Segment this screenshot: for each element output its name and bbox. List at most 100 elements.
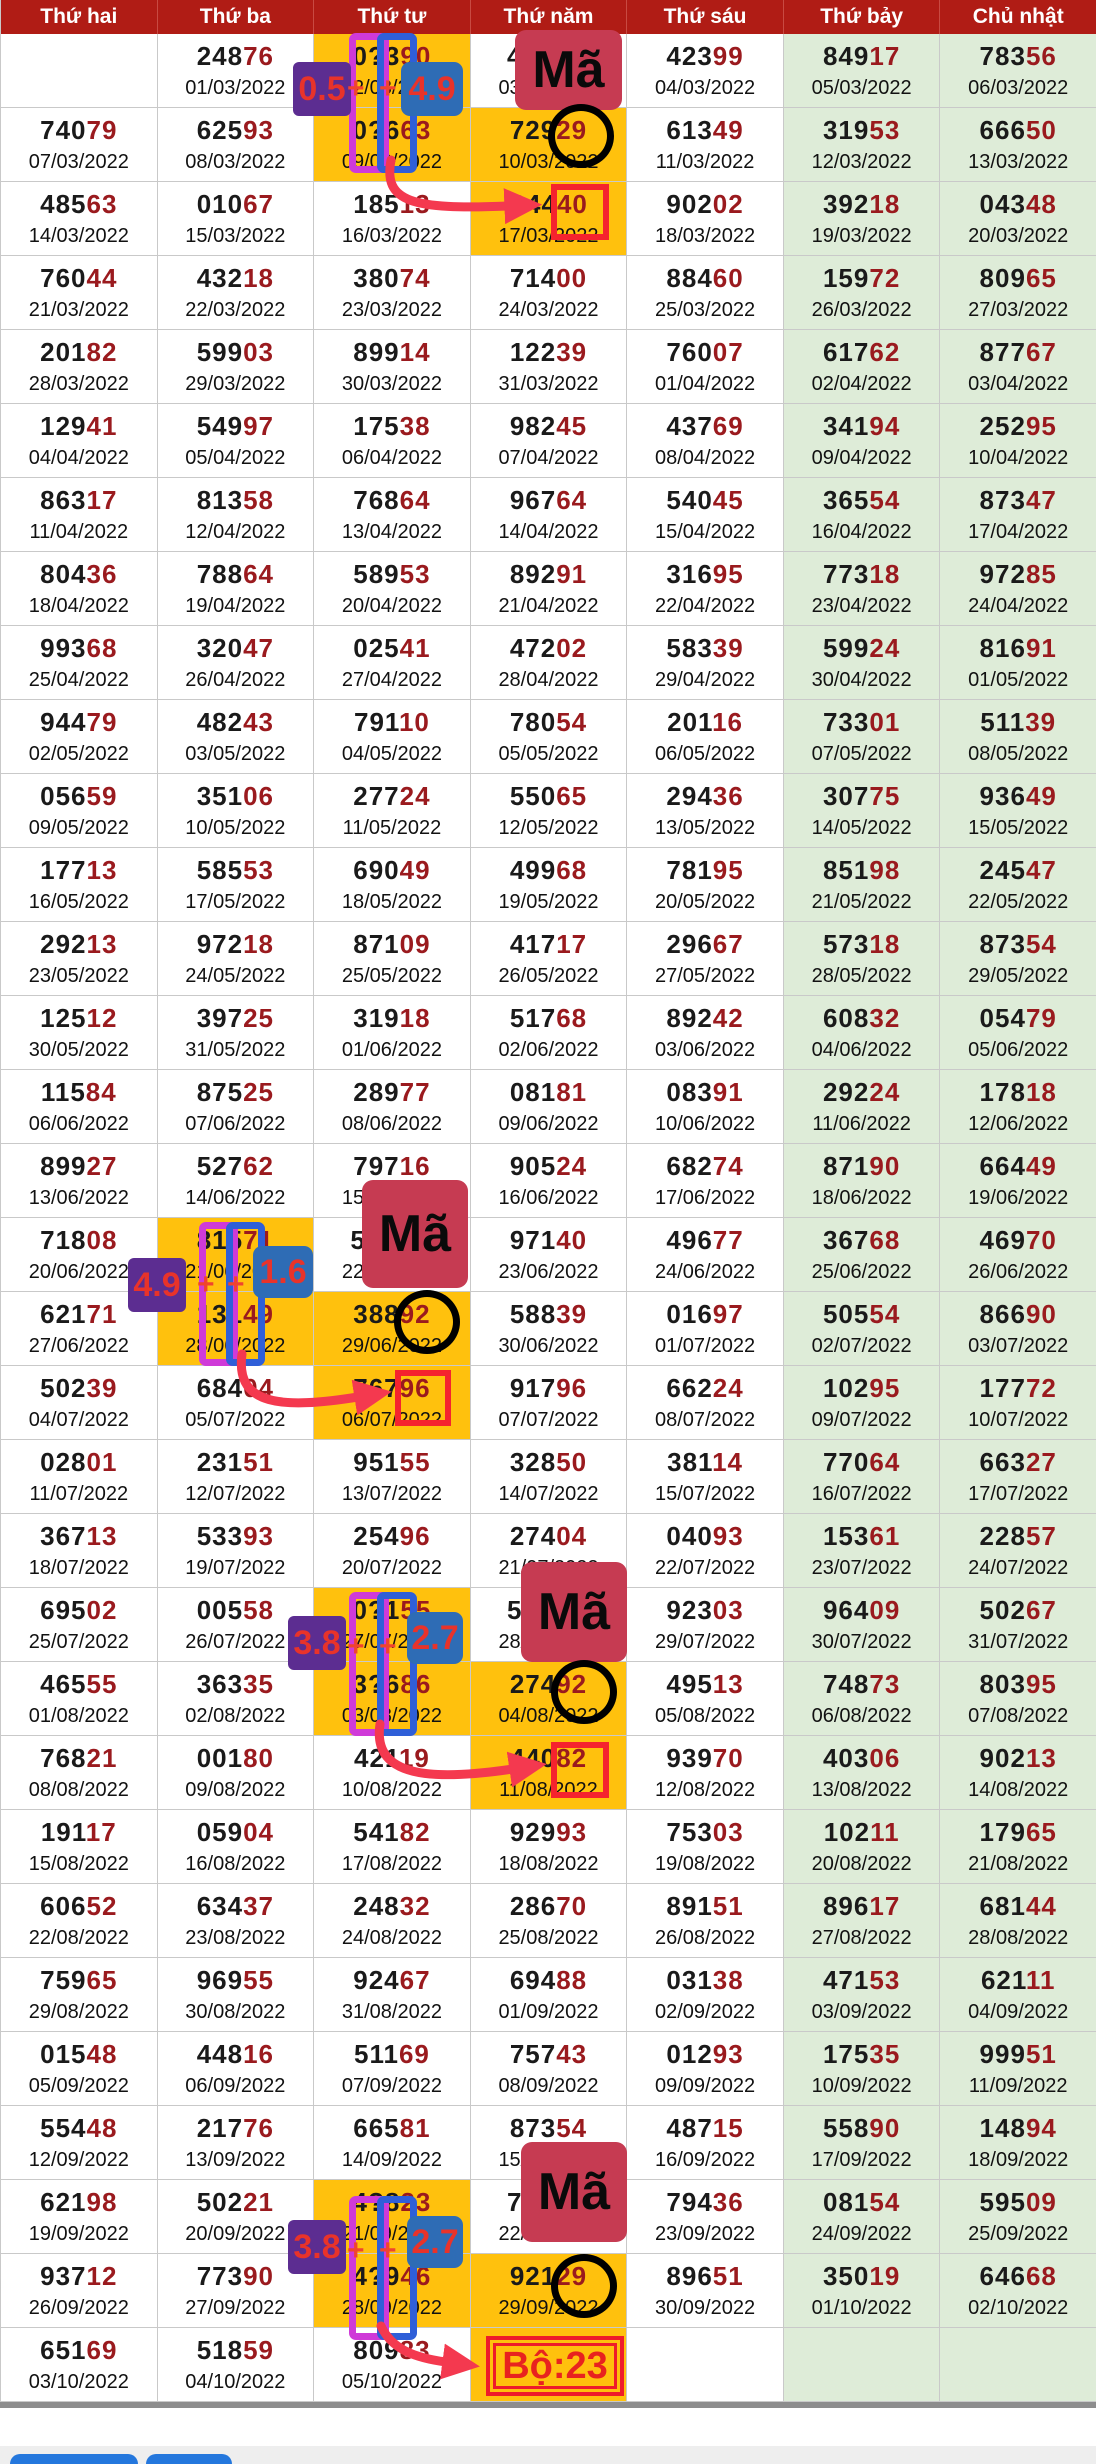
result-date: 07/05/2022 [811,743,912,766]
result-cell: 78864 19/04/2022 [157,552,315,626]
result-cell: 34194 09/04/2022 [783,404,941,478]
result-date: 09/08/2022 [185,1779,286,1802]
result-date: 09/07/2022 [811,1409,912,1432]
result-date: 01/10/2022 [811,2297,912,2320]
result-cell: 51768 02/06/2022 [470,996,628,1070]
result-date: 23/05/2022 [28,965,129,988]
result-number: 66650 [979,115,1057,145]
result-cell: ?4440 17/03/2022 [470,182,628,256]
result-date: 19/06/2022 [968,1187,1069,1210]
result-date: 14/08/2022 [968,1779,1069,1802]
result-date: 08/03/2022 [185,151,286,174]
result-number: 05479 [979,1003,1057,1033]
result-number: 88460 [666,263,744,293]
result-date: 06/03/2022 [968,77,1069,100]
result-date: 21/07/2022 [498,1557,599,1580]
result-date: 02/04/2022 [811,373,912,396]
result-cell: 78054 05/05/2022 [470,700,628,774]
result-number: 99951 [979,2039,1057,2069]
result-cell: 87767 03/04/2022 [940,330,1096,404]
result-cell: 24832 24/08/2022 [314,1884,471,1958]
result-number: 76796 [353,1373,431,1403]
result-date: 26/03/2022 [811,299,912,322]
result-cell: 01697 01/07/2022 [627,1292,784,1366]
result-cell: 60832 04/06/2022 [783,996,941,1070]
result-date: 17/08/2022 [341,1853,442,1876]
result-date: 14/09/2022 [341,2149,442,2172]
footer-button-1[interactable] [10,2454,138,2464]
result-date: 09/06/2022 [498,1113,599,1136]
result-date: 19/08/2022 [655,1853,756,1876]
result-cell: 84917 05/03/2022 [783,34,941,108]
result-number: 78864 [196,559,274,589]
result-number: 04093 [666,1521,744,1551]
result-number: 02801 [40,1447,118,1477]
result-date: 07/07/2022 [498,1409,599,1432]
result-number: 80395 [979,1669,1057,1699]
result-date: 04/04/2022 [28,447,129,470]
result-number: 58839 [509,1299,588,1329]
result-cell: 86317 11/04/2022 [1,478,158,552]
result-number: 42399 [666,41,744,71]
result-date: 06/06/2022 [28,1113,129,1136]
result-date: 26/04/2022 [185,669,286,692]
result-cell: 31953 12/03/2022 [783,108,941,182]
result-date: 05/07/2022 [185,1409,286,1432]
result-cell: 42399 04/03/2022 [627,34,784,108]
result-cell: 0?390 02/03/2022 [314,34,471,108]
result-date: 05/06/2022 [968,1039,1069,1062]
result-cell: 79436 23/09/2022 [627,2180,784,2254]
result-number: 62593 [196,115,274,145]
result-cell: 12239 31/03/2022 [470,330,628,404]
result-cell: 36554 16/04/2022 [783,478,941,552]
result-date: 07/04/2022 [498,447,599,470]
result-cell: 69488 01/09/2022 [470,1958,628,2032]
result-date: 01/05/2022 [968,669,1069,692]
result-cell: 10295 09/07/2022 [783,1366,941,1440]
result-date: 04/05/2022 [341,743,442,766]
result-number: 96764 [509,485,588,515]
result-number: 96409 [822,1595,901,1625]
result-number: 30775 [822,781,901,811]
result-number: 92129 [509,2261,588,2291]
result-cell: 94479 02/05/2022 [1,700,158,774]
header-cell: Thứ năm [470,0,628,34]
result-number: 66224 [666,1373,744,1403]
result-cell: 95155 13/07/2022 [314,1440,471,1514]
result-date: 22/04/2022 [655,595,756,618]
result-cell: 29213 23/05/2022 [1,922,158,996]
result-number: 69488 [509,1965,588,1995]
footer-button-2[interactable] [146,2454,232,2464]
result-number: 91796 [509,1373,588,1403]
results-grid: Thứ hai Thứ ba Thứ tư Thứ năm Thứ sáu Thứ bảy… [0,0,1096,2402]
result-date: 27/08/2022 [811,1927,912,1950]
result-date: 27/07/2022 [341,1631,442,1654]
result-date: 07/06/2022 [185,1113,286,1136]
result-cell: 78356 06/03/2022 [940,34,1096,108]
result-number: 75743 [509,2039,588,2069]
result-date: 09/09/2022 [655,2075,756,2098]
result-number: 75303 [666,1817,744,1847]
result-cell: 80436 18/04/2022 [1,552,158,626]
result-date: 09/03/2022 [341,151,442,174]
result-cell: 49677 24/06/2022 [627,1218,784,1292]
result-number: 17713 [40,855,118,885]
result-date: 14/06/2022 [185,1187,286,1210]
result-cell: 05479 05/06/2022 [940,996,1096,1070]
result-cell: 89927 13/06/2022 [1,1144,158,1218]
result-date: 04/07/2022 [28,1409,129,1432]
result-cell: 49513 05/08/2022 [627,1662,784,1736]
result-cell: 44816 06/09/2022 [157,2032,315,2106]
result-date: 25/05/2022 [341,965,442,988]
result-number: 08391 [666,1077,744,1107]
result-date: 13/04/2022 [341,521,442,544]
result-date: 16/04/2022 [811,521,912,544]
result-number: 08154 [822,2187,901,2217]
result-number: 51139 [980,707,1057,737]
result-cell: 62111 04/09/2022 [940,1958,1096,2032]
result-date: 18/03/2022 [655,225,756,248]
result-date: 05/08/2022 [655,1705,756,1728]
result-cell: 30775 14/05/2022 [783,774,941,848]
result-date: 23/07/2022 [811,1557,912,1580]
result-cell: 43769 08/04/2022 [627,404,784,478]
